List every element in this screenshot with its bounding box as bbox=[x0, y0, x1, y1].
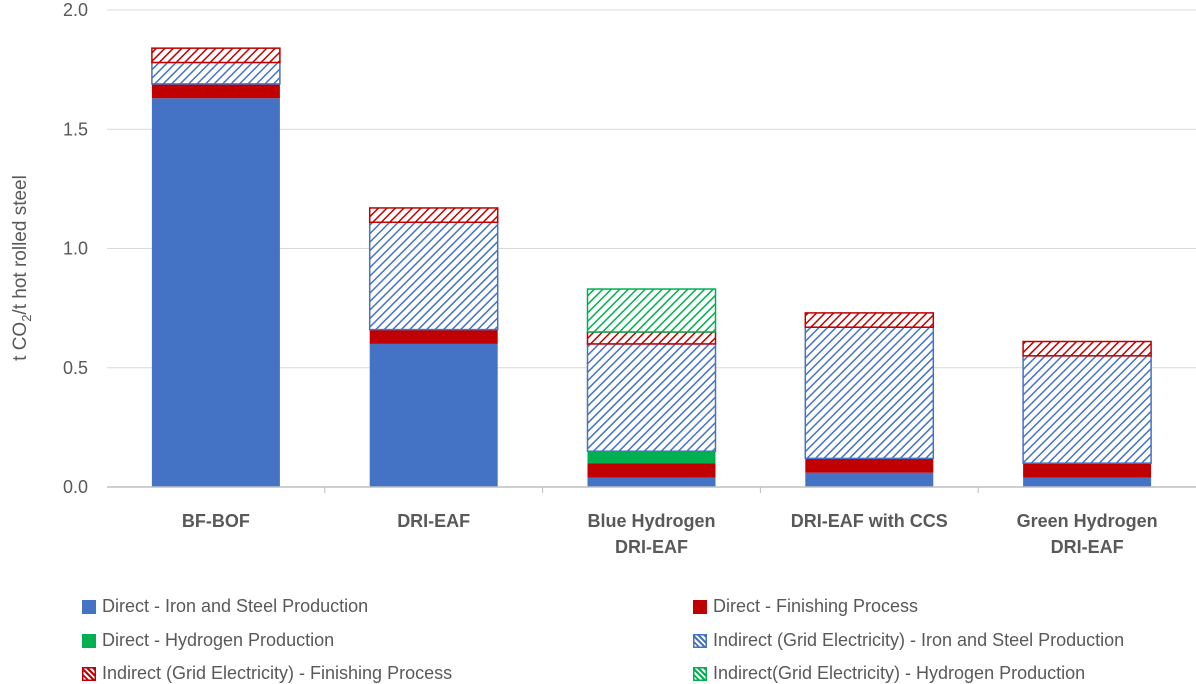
legend-label: Direct - Iron and Steel Production bbox=[102, 596, 369, 616]
bar-segment bbox=[587, 463, 716, 478]
legend-label: Indirect (Grid Electricity) - Finishing … bbox=[102, 663, 453, 683]
bar-segment bbox=[369, 343, 498, 487]
x-tick-label: Green Hydrogen DRI-EAF bbox=[1017, 511, 1158, 557]
y-tick-label: 1.0 bbox=[63, 239, 88, 259]
legend-label: Direct - Hydrogen Production bbox=[102, 630, 335, 650]
bar-segment bbox=[804, 312, 935, 328]
legend-label: Indirect (Grid Electricity) - Iron and S… bbox=[713, 630, 1125, 650]
legend: Direct - Iron and Steel Production Direct… bbox=[0, 590, 1196, 684]
bar-segment bbox=[587, 477, 716, 487]
bar-segment bbox=[369, 329, 498, 344]
bar-segment bbox=[587, 451, 716, 464]
x-tick-label: DRI-EAF with CCS bbox=[791, 511, 948, 531]
bar-segment bbox=[151, 47, 281, 64]
y-tick-label: 0.0 bbox=[63, 477, 88, 497]
legend-item: Direct - Iron and Steel Production bbox=[82, 596, 368, 617]
bar-segment bbox=[586, 288, 717, 333]
y-tick-label: 1.5 bbox=[63, 119, 88, 139]
bar-segment bbox=[151, 61, 281, 85]
x-tick-label: DRI-EAF bbox=[397, 511, 470, 531]
x-axis-ticks: BF-BOF DRI-EAF Blue Hydrogen DRI-EAF DRI-EAF… bbox=[182, 511, 1158, 557]
bar-segment bbox=[151, 98, 280, 488]
legend-swatch bbox=[82, 666, 96, 681]
legend-item: Direct - Hydrogen Production bbox=[82, 630, 334, 651]
y-axis-ticks: 0.0 0.5 1.0 1.5 2.0 bbox=[63, 0, 88, 497]
bar-segment bbox=[1022, 355, 1152, 464]
bar-segment bbox=[1023, 463, 1152, 478]
y-tick-label: 2.0 bbox=[63, 0, 88, 20]
bar-segment bbox=[368, 207, 499, 224]
legend-label: Direct - Finishing Process bbox=[713, 596, 919, 616]
bars bbox=[151, 47, 1152, 488]
legend-item: Indirect (Grid Electricity) - Iron and S… bbox=[693, 630, 1124, 651]
bar-segment bbox=[805, 472, 934, 487]
x-tick-label: Blue Hydrogen DRI-EAF bbox=[587, 511, 715, 557]
bar-segment bbox=[1022, 340, 1152, 357]
legend-item: Direct - Finishing Process bbox=[693, 596, 918, 617]
legend-swatch bbox=[82, 599, 96, 614]
y-axis-label: t CO2/t hot rolled steel bbox=[10, 175, 34, 361]
bar-segment bbox=[586, 331, 717, 345]
legend-label: Indirect(Grid Electricity) - Hydrogen Pr… bbox=[713, 663, 1086, 683]
bar-segment bbox=[1023, 477, 1152, 487]
bar-segment bbox=[586, 343, 717, 452]
legend-swatch bbox=[693, 666, 707, 681]
legend-item: Indirect (Grid Electricity) - Finishing … bbox=[82, 663, 452, 684]
legend-swatch bbox=[82, 633, 96, 648]
bar-segment bbox=[368, 221, 499, 331]
bar-segment bbox=[151, 83, 280, 99]
x-axis bbox=[107, 486, 1196, 493]
legend-item: Indirect(Grid Electricity) - Hydrogen Pr… bbox=[693, 663, 1085, 684]
bar-segment bbox=[805, 458, 934, 473]
x-tick-label: BF-BOF bbox=[182, 511, 250, 531]
legend-swatch bbox=[693, 599, 707, 614]
y-tick-label: 0.5 bbox=[63, 358, 88, 378]
bar-segment bbox=[804, 326, 935, 460]
legend-swatch bbox=[693, 633, 707, 648]
